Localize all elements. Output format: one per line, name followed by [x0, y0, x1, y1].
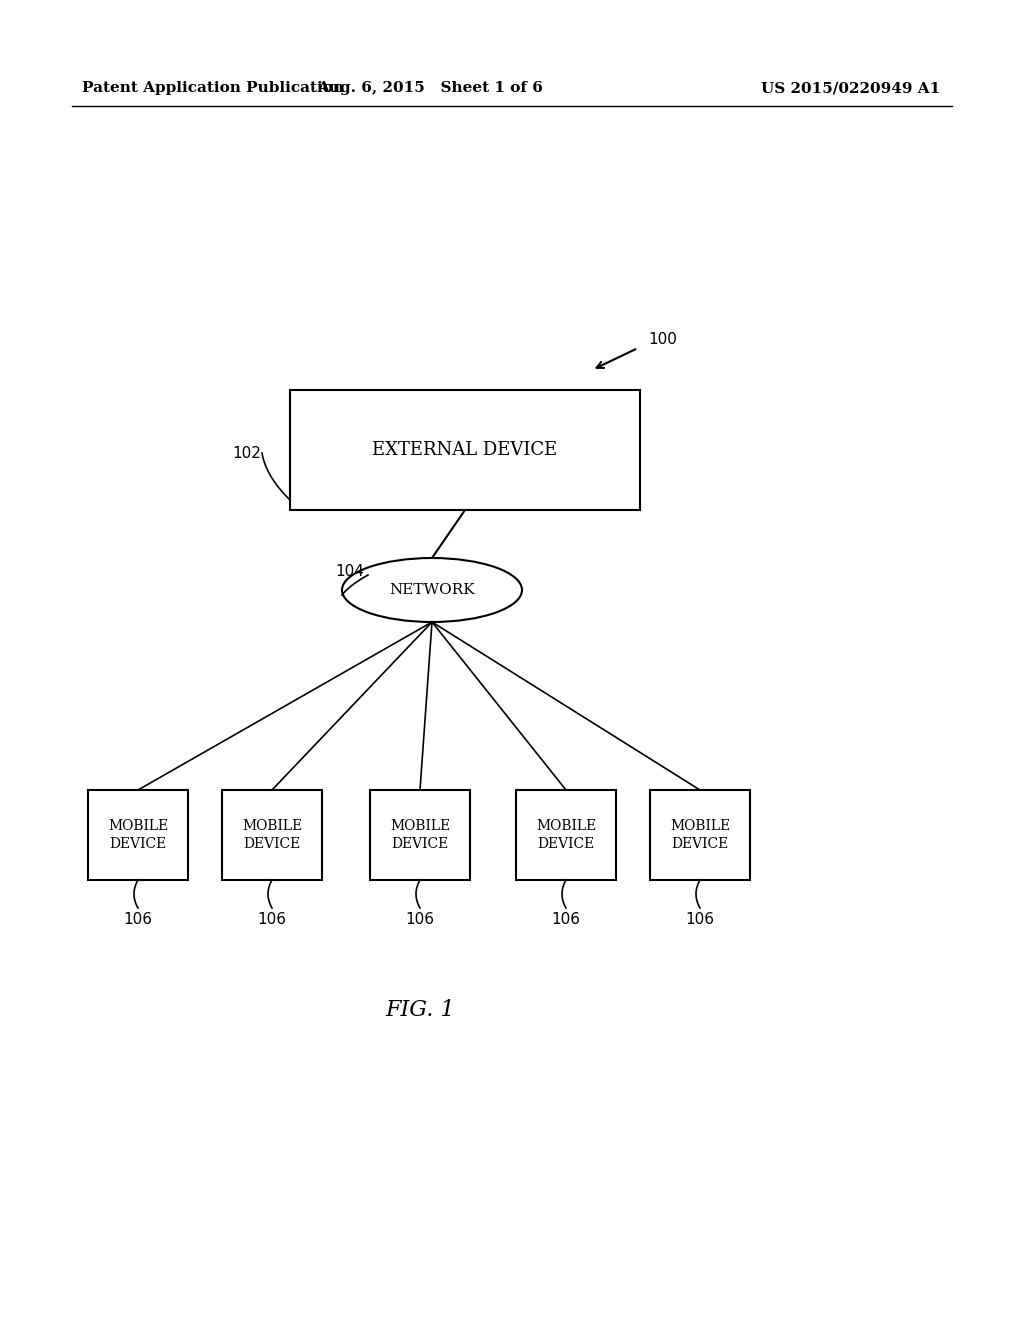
Text: US 2015/0220949 A1: US 2015/0220949 A1: [761, 81, 940, 95]
Text: MOBILE
DEVICE: MOBILE DEVICE: [242, 818, 302, 851]
Text: MOBILE
DEVICE: MOBILE DEVICE: [390, 818, 451, 851]
Bar: [370, 789, 470, 880]
Bar: [290, 389, 640, 510]
Text: 106: 106: [257, 912, 287, 928]
Text: 106: 106: [552, 912, 581, 928]
Bar: [650, 789, 750, 880]
Bar: [516, 789, 616, 880]
Text: 106: 106: [124, 912, 153, 928]
Text: Aug. 6, 2015   Sheet 1 of 6: Aug. 6, 2015 Sheet 1 of 6: [317, 81, 543, 95]
Text: 102: 102: [232, 446, 261, 461]
Bar: [222, 789, 322, 880]
Text: 106: 106: [406, 912, 434, 928]
Text: Patent Application Publication: Patent Application Publication: [82, 81, 344, 95]
Text: FIG. 1: FIG. 1: [385, 999, 455, 1020]
Text: 100: 100: [648, 333, 677, 347]
Text: MOBILE
DEVICE: MOBILE DEVICE: [108, 818, 168, 851]
Ellipse shape: [342, 558, 522, 622]
Bar: [88, 789, 188, 880]
Text: 104: 104: [335, 564, 364, 578]
Text: MOBILE
DEVICE: MOBILE DEVICE: [670, 818, 730, 851]
Text: EXTERNAL DEVICE: EXTERNAL DEVICE: [373, 441, 558, 459]
Text: NETWORK: NETWORK: [389, 583, 475, 597]
Text: 106: 106: [685, 912, 715, 928]
Text: MOBILE
DEVICE: MOBILE DEVICE: [536, 818, 596, 851]
